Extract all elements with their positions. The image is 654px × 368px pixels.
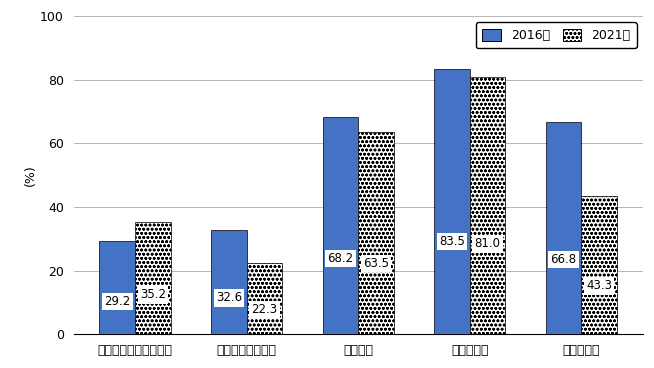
Bar xyxy=(322,117,358,334)
Text: 29.2: 29.2 xyxy=(104,295,130,308)
Legend: 2016年, 2021年: 2016年, 2021年 xyxy=(476,22,636,49)
Text: 22.3: 22.3 xyxy=(252,303,277,316)
Bar xyxy=(211,230,247,334)
Text: 66.8: 66.8 xyxy=(551,253,577,266)
Text: 83.5: 83.5 xyxy=(439,235,465,248)
Y-axis label: (%): (%) xyxy=(24,164,37,186)
Bar xyxy=(581,197,617,334)
Bar xyxy=(470,77,506,334)
Text: 81.0: 81.0 xyxy=(475,237,500,251)
Text: 63.5: 63.5 xyxy=(363,257,389,270)
Bar xyxy=(545,122,581,334)
Text: 32.6: 32.6 xyxy=(216,291,242,304)
Bar xyxy=(358,132,394,334)
Bar xyxy=(135,222,171,334)
Bar xyxy=(434,68,470,334)
Bar xyxy=(99,241,135,334)
Bar xyxy=(247,263,283,334)
Text: 43.3: 43.3 xyxy=(586,279,612,293)
Text: 35.2: 35.2 xyxy=(140,289,166,301)
Text: 68.2: 68.2 xyxy=(327,252,353,265)
